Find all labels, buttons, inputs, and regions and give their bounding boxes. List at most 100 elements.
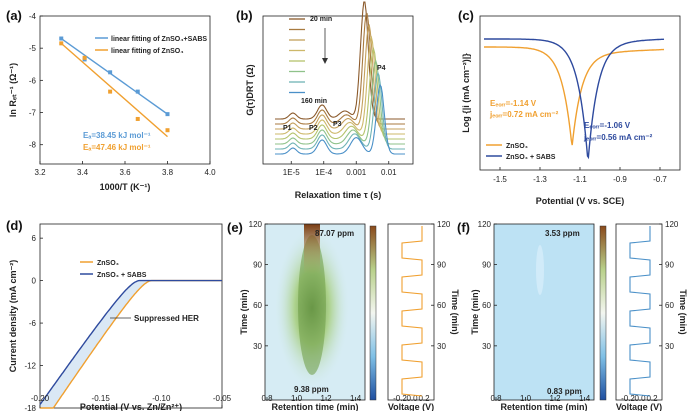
ytick-label-e-3: 30 [253, 342, 262, 351]
panel-b: (b) 20 min 160 min P1 P2 P3 P4 1E-5 1E-4 0… [236, 1, 414, 200]
panel-d: (d) 6 0 -6 -12 -18 ZnSO₄ ZnSO₄ + SABS Suppre… [6, 218, 232, 411]
xtick-label-d-2: -0.10 [152, 394, 171, 403]
legend-b-arrowhead [322, 58, 328, 64]
fit-line-a-0 [60, 37, 168, 115]
peak-label-p4: P4 [377, 65, 386, 72]
point-a-1-3 [135, 116, 140, 121]
side-ytick-label-e-3: 30 [437, 342, 446, 351]
xtick-label-b-2: 0.001 [346, 168, 367, 177]
panel-d-frame [39, 223, 223, 409]
xtick-label-a-1: 3.4 [77, 168, 89, 177]
side-ytick-label-f-2: 60 [665, 301, 674, 310]
side-ytick-label-e-0: 120 [437, 220, 451, 229]
ytick-label-a-3: -7 [29, 109, 37, 118]
xtick-label-d-0: -0.20 [31, 394, 50, 403]
ytick-label-d-4: -18 [24, 404, 36, 411]
xtick-label-e-2: 1.2 [321, 394, 333, 403]
heatmap-f-frame [493, 223, 595, 401]
panel-e-ylabel: Time (min) [239, 289, 249, 334]
xtick-label-f-0: 0.8 [490, 394, 502, 403]
xtick-label-b-3: 0.01 [381, 168, 397, 177]
drt-curve-7 [275, 83, 405, 155]
legend-b-last: 160 min [301, 98, 327, 105]
xtick-label-d-3: -0.05 [213, 394, 232, 403]
peak-label-p2: P2 [309, 125, 318, 132]
side-xtick-label-f-0: -0.2 [621, 394, 635, 403]
legend-d-znso4: ZnSO₄ [97, 260, 119, 267]
panel-d-label: (d) [6, 218, 23, 233]
ytick-label-d-3: -12 [24, 362, 36, 371]
xtick-label-c-4: -0.7 [653, 175, 667, 184]
drt-curve-1 [275, 12, 405, 125]
legend-a-znso4: linear fitting of ZnSO₄ [111, 48, 184, 55]
ytick-label-f-3: 30 [482, 342, 491, 351]
side-ytick-label-f-0: 120 [665, 220, 679, 229]
panel-f: (f) 3.53 ppm 0.83 ppm 0.8 1.0 1.2 1.4 120 90 6… [457, 220, 688, 411]
heatmap-e-min: 9.38 ppm [294, 385, 329, 394]
panel-f-label: (f) [457, 220, 470, 235]
xtick-label-d-1: -0.15 [92, 394, 111, 403]
side-xtick-label-f-1: 0.0 [634, 394, 646, 403]
panel-f-side-xlabel: Voltage (V) [616, 402, 662, 411]
ytick-label-d-1: 0 [32, 277, 37, 286]
point-a-0-4 [165, 112, 170, 117]
ytick-label-a-2: -6 [29, 76, 37, 85]
panel-e-xlabel: Retention time (min) [272, 402, 359, 411]
colorbar-f [599, 225, 607, 401]
point-a-0-3 [135, 89, 140, 94]
xtick-label-b-1: 1E-4 [315, 168, 332, 177]
ytick-label-e-1: 90 [253, 261, 262, 270]
xtick-label-c-3: -0.9 [613, 175, 627, 184]
drt-curve-4 [275, 47, 405, 140]
xtick-label-c-2: -1.1 [573, 175, 587, 184]
side-ytick-label-e-1: 90 [437, 261, 446, 270]
peak-label-p1: P1 [283, 125, 292, 132]
panel-c-label: (c) [458, 8, 474, 23]
xtick-label-c-1: -1.3 [533, 175, 547, 184]
panel-d-ylabel: Current density (mA cm⁻²) [8, 260, 18, 372]
heatmap-e-top [304, 224, 320, 274]
ytick-label-a-1: -5 [29, 44, 37, 53]
ytick-label-e-0: 120 [249, 220, 263, 229]
xtick-label-a-0: 3.2 [34, 168, 46, 177]
side-xtick-label-e-2: 0.2 [418, 394, 430, 403]
xtick-label-f-3: 1.4 [579, 394, 591, 403]
side-xtick-label-e-1: 0.0 [406, 394, 418, 403]
panel-b-frame [262, 15, 414, 165]
side-ytick-label-f-3: 30 [665, 342, 674, 351]
panel-f-ylabel: Time (min) [470, 289, 480, 334]
panel-e: (e) 87.07 ppm 9.38 ppm 0.8 1.0 1.2 1.4 120 90… [227, 220, 460, 411]
point-a-0-0 [59, 36, 64, 41]
lsv-curve-1 [39, 279, 222, 406]
drt-curve-6 [275, 71, 405, 150]
jcorr-label-znso4: jₑₒᵣᵣ=0.72 mA cm⁻² [489, 110, 559, 119]
point-a-1-0 [59, 41, 64, 46]
panel-d-xlabel: Potential (V vs. Zn/Zn²⁺) [80, 402, 182, 411]
ytick-label-f-0: 120 [478, 220, 492, 229]
colorbar-e [369, 225, 377, 401]
tafel-curve-1 [484, 38, 665, 160]
ea-annotation-znso4: Eₐ=47.46 kJ mol⁻¹ [83, 143, 151, 152]
legend-a-sabs: linear fitting of ZnSO₄+SABS [111, 36, 207, 43]
xtick-label-a-2: 3.6 [119, 168, 131, 177]
voltage-e-frame [387, 223, 435, 401]
panel-b-label: (b) [236, 8, 253, 23]
panel-a-xlabel: 1000/T (K⁻¹) [100, 182, 151, 192]
xtick-label-f-1: 1.0 [520, 394, 532, 403]
panel-c-xlabel: Potential (V vs. SCE) [536, 196, 625, 206]
ea-annotation-sabs: Eₐ=38.45 kJ mol⁻¹ [83, 131, 151, 140]
ytick-label-a-0: -4 [29, 12, 37, 21]
ytick-label-d-2: -6 [29, 319, 37, 328]
xtick-label-e-1: 1.0 [291, 394, 303, 403]
side-ytick-label-f-1: 90 [665, 261, 674, 270]
her-annotation: Suppressed HER [134, 314, 199, 323]
panel-c-ylabel: Log {|i (mA cm⁻²)|} [461, 53, 471, 133]
side-xtick-label-e-0: -0.2 [393, 394, 407, 403]
panel-e-side-ylabel: Time (min) [450, 289, 460, 334]
heatmap-f-min: 0.83 ppm [547, 387, 582, 396]
legend-c-sabs: ZnSO₄ + SABS [506, 154, 556, 161]
xtick-label-e-3: 1.4 [350, 394, 362, 403]
legend-c-znso4: ZnSO₄ [506, 143, 528, 150]
heatmap-e-frame [264, 223, 366, 401]
legend-d-sabs: ZnSO₄ + SABS [97, 272, 147, 279]
